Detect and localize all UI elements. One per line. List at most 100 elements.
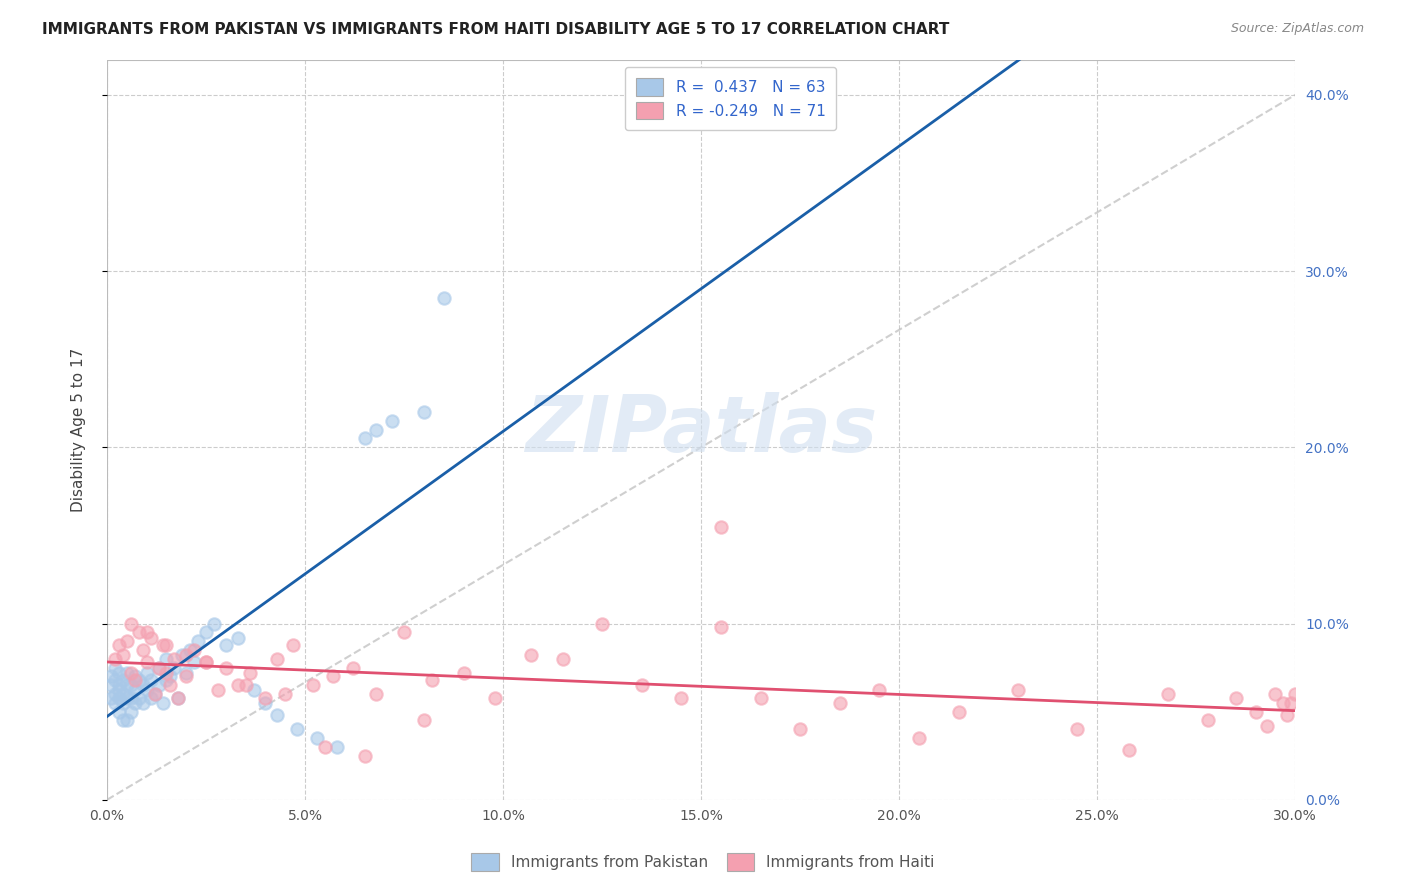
Point (235, 678, 257, 692)
Point (163, 660, 186, 674)
Point (132, 643, 155, 657)
Point (108, 678, 131, 692)
Point (1256, 719, 1278, 733)
Point (115, 634, 138, 648)
Point (202, 616, 225, 631)
Point (1066, 723, 1088, 737)
Point (104, 652, 127, 666)
Point (167, 690, 190, 705)
Point (108, 690, 131, 705)
Point (420, 673, 443, 687)
Point (195, 655, 218, 669)
Point (159, 669, 181, 683)
Point (104, 660, 127, 674)
Point (124, 669, 146, 683)
Point (671, 690, 693, 705)
Point (100, 678, 122, 692)
Point (155, 638, 177, 652)
Point (120, 690, 142, 705)
Point (226, 631, 249, 645)
Point (124, 673, 146, 687)
Point (132, 696, 155, 710)
Point (187, 634, 209, 648)
Point (710, 519, 733, 533)
Point (124, 696, 146, 710)
Point (353, 432, 375, 446)
Point (128, 625, 150, 640)
Point (172, 648, 194, 663)
Point (1244, 705, 1267, 719)
Point (242, 683, 264, 698)
Point (1277, 708, 1299, 723)
Point (135, 655, 157, 669)
Point (120, 616, 142, 631)
Point (789, 723, 811, 737)
Point (167, 690, 190, 705)
Point (710, 620, 733, 634)
Point (111, 673, 134, 687)
Point (139, 690, 162, 705)
Y-axis label: Disability Age 5 to 17: Disability Age 5 to 17 (72, 348, 86, 512)
Point (520, 648, 543, 663)
Point (1007, 683, 1029, 698)
Point (285, 723, 308, 737)
Point (266, 708, 288, 723)
Point (139, 631, 162, 645)
Point (120, 665, 142, 680)
Legend: R =  0.437   N = 63, R = -0.249   N = 71: R = 0.437 N = 63, R = -0.249 N = 71 (626, 67, 837, 130)
Point (148, 678, 170, 692)
Point (226, 678, 249, 692)
Point (274, 687, 297, 701)
Point (868, 683, 890, 698)
Point (115, 690, 138, 705)
Point (111, 714, 134, 728)
Point (155, 673, 177, 687)
Point (128, 673, 150, 687)
Point (392, 625, 415, 640)
Point (1279, 696, 1302, 710)
Text: IMMIGRANTS FROM PAKISTAN VS IMMIGRANTS FROM HAITI DISABILITY AGE 5 TO 17 CORRELA: IMMIGRANTS FROM PAKISTAN VS IMMIGRANTS F… (42, 22, 949, 37)
Point (828, 696, 851, 710)
Point (195, 655, 218, 669)
Point (108, 705, 131, 719)
Point (100, 690, 122, 705)
Point (111, 648, 134, 663)
Point (215, 638, 238, 652)
Point (135, 665, 157, 680)
Point (453, 665, 475, 680)
Point (305, 731, 328, 745)
Point (120, 705, 142, 719)
Point (174, 669, 197, 683)
Point (413, 405, 436, 419)
Point (120, 678, 142, 692)
Point (163, 652, 186, 666)
Point (366, 423, 388, 437)
Point (1272, 696, 1295, 710)
Point (630, 678, 652, 692)
Point (143, 687, 166, 701)
Point (948, 705, 970, 719)
Point (215, 660, 238, 674)
Point (266, 652, 288, 666)
Point (551, 652, 574, 666)
Point (353, 748, 375, 763)
Point (135, 625, 157, 640)
Point (132, 678, 155, 692)
Point (152, 638, 174, 652)
Point (314, 739, 336, 754)
Point (143, 687, 166, 701)
Point (155, 652, 177, 666)
Point (381, 414, 404, 428)
Point (139, 673, 162, 687)
Point (115, 678, 138, 692)
Point (433, 291, 456, 305)
Point (100, 669, 122, 683)
Point (1197, 714, 1219, 728)
Point (104, 673, 127, 687)
Point (108, 683, 131, 698)
Point (302, 678, 325, 692)
Point (254, 696, 277, 710)
Point (1284, 687, 1306, 701)
Point (1225, 690, 1247, 705)
Point (183, 643, 205, 657)
